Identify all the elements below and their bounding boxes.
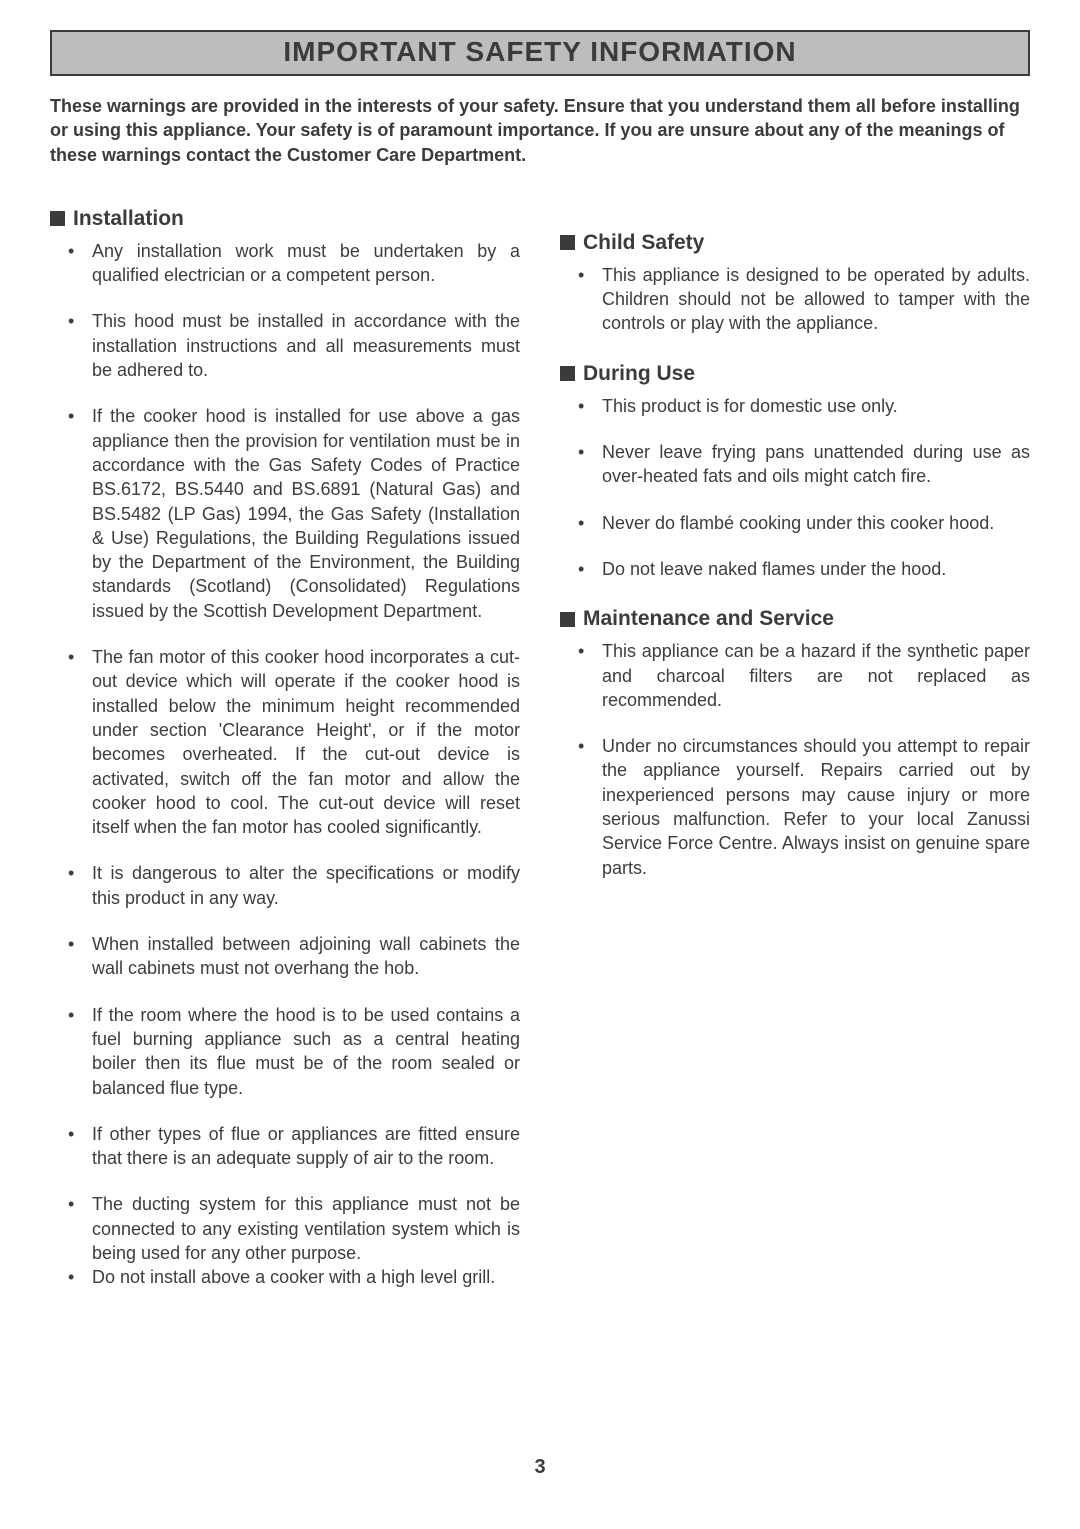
- left-column: Installation Any installation work must …: [50, 207, 520, 1316]
- list-item: Under no circumstances should you attemp…: [578, 734, 1030, 880]
- section-heading: Installation: [50, 207, 520, 231]
- installation-list: Any installation work must be undertaken…: [50, 239, 520, 1290]
- list-item: When installed between adjoining wall ca…: [68, 932, 520, 981]
- section-installation: Installation Any installation work must …: [50, 207, 520, 1290]
- list-item: If other types of flue or appliances are…: [68, 1122, 520, 1171]
- section-title: During Use: [583, 362, 695, 386]
- intro-paragraph: These warnings are provided in the inter…: [50, 94, 1030, 167]
- page-number: 3: [50, 1456, 1030, 1479]
- list-item: Do not install above a cooker with a hig…: [68, 1265, 520, 1289]
- content-columns: Installation Any installation work must …: [50, 207, 1030, 1316]
- section-title: Installation: [73, 207, 184, 231]
- list-item: It is dangerous to alter the specificati…: [68, 861, 520, 910]
- section-during-use: During Use This product is for domestic …: [560, 362, 1030, 581]
- list-item: If the cooker hood is installed for use …: [68, 404, 520, 623]
- list-item: The fan motor of this cooker hood incorp…: [68, 645, 520, 839]
- right-column: Child Safety This appliance is designed …: [560, 207, 1030, 1316]
- list-item: This product is for domestic use only.: [578, 394, 1030, 418]
- list-item: This hood must be installed in accordanc…: [68, 309, 520, 382]
- section-heading: Maintenance and Service: [560, 607, 1030, 631]
- list-item: Never do flambé cooking under this cooke…: [578, 511, 1030, 535]
- section-title: Maintenance and Service: [583, 607, 834, 631]
- section-maintenance: Maintenance and Service This appliance c…: [560, 607, 1030, 880]
- square-bullet-icon: [50, 211, 65, 226]
- list-item: The ducting system for this appliance mu…: [68, 1192, 520, 1265]
- maintenance-list: This appliance can be a hazard if the sy…: [560, 639, 1030, 880]
- child-safety-list: This appliance is designed to be operate…: [560, 263, 1030, 336]
- spacer: [560, 207, 1030, 231]
- list-item: Any installation work must be undertaken…: [68, 239, 520, 288]
- list-item: Never leave frying pans unattended durin…: [578, 440, 1030, 489]
- list-item: This appliance can be a hazard if the sy…: [578, 639, 1030, 712]
- list-item: Do not leave naked flames under the hood…: [578, 557, 1030, 581]
- title-bar: IMPORTANT SAFETY INFORMATION: [50, 30, 1030, 76]
- section-title: Child Safety: [583, 231, 704, 255]
- list-item: This appliance is designed to be operate…: [578, 263, 1030, 336]
- section-heading: During Use: [560, 362, 1030, 386]
- during-use-list: This product is for domestic use only. N…: [560, 394, 1030, 581]
- page-title: IMPORTANT SAFETY INFORMATION: [52, 36, 1028, 68]
- square-bullet-icon: [560, 366, 575, 381]
- section-heading: Child Safety: [560, 231, 1030, 255]
- square-bullet-icon: [560, 235, 575, 250]
- list-item: If the room where the hood is to be used…: [68, 1003, 520, 1100]
- square-bullet-icon: [560, 612, 575, 627]
- section-child-safety: Child Safety This appliance is designed …: [560, 231, 1030, 336]
